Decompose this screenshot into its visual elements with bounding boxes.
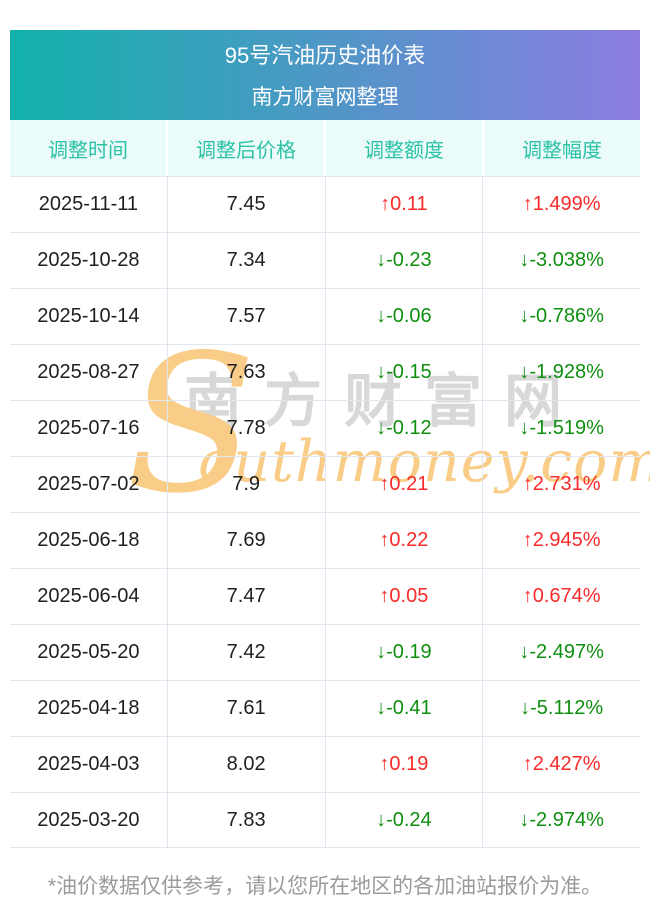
price-table: 2025-11-11 7.45 ↑0.11 ↑1.499% 2025-10-28… [10,176,640,848]
change-cell: ↓-0.06 [324,289,483,344]
date-cell: 2025-10-14 [37,305,140,327]
date-cell: 2025-10-28 [37,249,140,271]
change-cell: ↓-0.24 [324,793,483,847]
price-cell: 8.02 [166,737,325,792]
table-row: 2025-04-03 8.02 ↑0.19 ↑2.427% [10,736,640,792]
price-cell: 7.78 [166,401,325,456]
price-cell: 7.69 [166,513,325,568]
change-pct-cell: ↑2.427% [482,737,640,792]
table-row: 2025-04-18 7.61 ↓-0.41 ↓-5.112% [10,680,640,736]
table-header-row: 调整时间 调整后价格 调整额度 调整幅度 [10,120,640,176]
change-cell: ↑0.22 [324,513,483,568]
disclaimer-note: *油价数据仅供参考，请以您所在地区的各加油站报价为准。 [47,875,603,898]
date-cell: 2025-11-11 [38,193,139,215]
change-pct-cell: ↓-3.038% [482,233,640,288]
table-row: 2025-11-11 7.45 ↑0.11 ↑1.499% [10,176,640,232]
col-header-change: 调整额度 [324,120,482,176]
change-cell: ↑0.19 [324,737,483,792]
date-cell: 2025-08-27 [37,361,140,383]
table-row: 2025-06-18 7.69 ↑0.22 ↑2.945% [10,512,640,568]
price-cell: 7.45 [166,177,325,232]
change-cell: ↓-0.23 [324,233,483,288]
change-cell: ↑0.11 [324,177,483,232]
price-cell: 7.47 [166,569,325,624]
page-subtitle: 南方财富网整理 [251,86,399,109]
change-pct-cell: ↓-1.928% [482,345,640,400]
date-cell: 2025-06-04 [37,585,140,607]
date-cell: 2025-05-20 [37,641,140,663]
change-pct-cell: ↓-5.112% [482,681,640,736]
date-cell: 2025-07-16 [37,417,140,439]
price-cell: 7.83 [166,793,325,847]
col-header-price: 调整后价格 [166,120,324,176]
table-row: 2025-10-14 7.57 ↓-0.06 ↓-0.786% [10,288,640,344]
col-header-change-pct: 调整幅度 [482,120,640,176]
date-cell: 2025-04-03 [37,753,140,775]
change-pct-cell: ↓-2.497% [482,625,640,680]
page-title: 95号汽油历史油价表 [224,43,426,68]
price-cell: 7.42 [166,625,325,680]
change-cell: ↑0.05 [324,569,483,624]
price-cell: 7.57 [166,289,325,344]
price-cell: 7.34 [166,233,325,288]
date-cell: 2025-06-18 [37,529,140,551]
date-cell: 2025-03-20 [37,808,140,831]
title-banner: 95号汽油历史油价表 南方财富网整理 [10,30,640,120]
date-cell: 2025-07-02 [37,473,140,495]
table-row: 2025-10-28 7.34 ↓-0.23 ↓-3.038% [10,232,640,288]
table-row: 2025-05-20 7.42 ↓-0.19 ↓-2.497% [10,624,640,680]
col-header-date: 调整时间 [48,139,128,162]
change-cell: ↓-0.41 [324,681,483,736]
change-cell: ↓-0.12 [324,401,483,456]
change-pct-cell: ↑1.499% [482,177,640,232]
table-row: 2025-03-20 7.83 ↓-0.24 ↓-2.974% [10,792,640,848]
change-cell: ↑0.21 [324,457,483,512]
change-cell: ↓-0.15 [324,345,483,400]
table-row: 2025-07-16 7.78 ↓-0.12 ↓-1.519% [10,400,640,456]
change-pct-cell: ↓-0.786% [482,289,640,344]
table-row: 2025-07-02 7.9 ↑0.21 ↑2.731% [10,456,640,512]
table-row: 2025-06-04 7.47 ↑0.05 ↑0.674% [10,568,640,624]
change-pct-cell: ↑0.674% [482,569,640,624]
price-cell: 7.61 [166,681,325,736]
change-pct-cell: ↑2.731% [482,457,640,512]
price-cell: 7.9 [166,457,325,512]
date-cell: 2025-04-18 [37,697,140,719]
change-pct-cell: ↓-1.519% [482,401,640,456]
change-pct-cell: ↓-2.974% [482,793,640,847]
table-row: 2025-08-27 7.63 ↓-0.15 ↓-1.928% [10,344,640,400]
price-cell: 7.63 [166,345,325,400]
change-pct-cell: ↑2.945% [482,513,640,568]
change-cell: ↓-0.19 [324,625,483,680]
